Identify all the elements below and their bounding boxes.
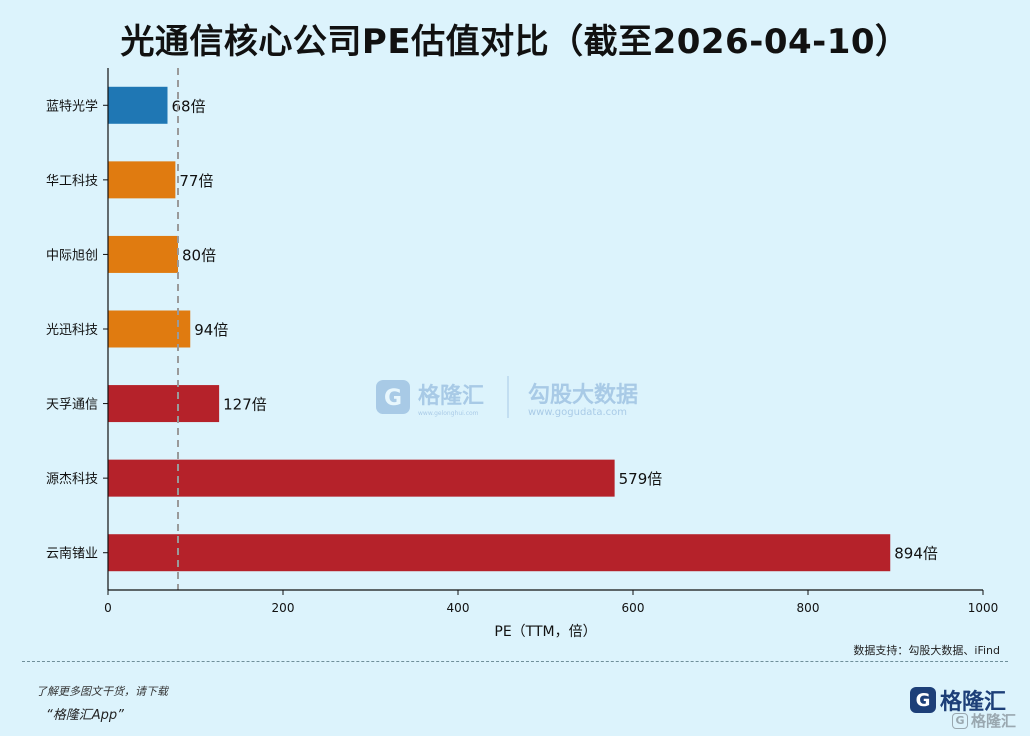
watermark-logo-letter: G <box>384 386 402 411</box>
data-source-note: 数据支持：勾股大数据、iFind <box>853 644 1000 657</box>
bar-6 <box>108 459 615 497</box>
x-tick-label: 1000 <box>968 601 999 615</box>
y-tick-label: 天孚通信 <box>46 398 98 413</box>
watermark-logo-icon <box>376 380 410 414</box>
y-tick-label: 云南锗业 <box>46 546 98 562</box>
data-label: 68倍 <box>172 97 206 115</box>
y-tick-label: 光迅科技 <box>46 323 98 338</box>
brand-logo: G 格隆汇 <box>910 684 1006 716</box>
watermark-brand2: 勾股大数据 <box>528 382 638 408</box>
promo-text: 了解更多图文干货，请下载 <box>36 685 168 698</box>
corner-watermark: G 格隆汇 <box>952 710 1016 731</box>
promo-app-name: “格隆汇App” <box>46 708 124 723</box>
data-label: 127倍 <box>223 396 267 414</box>
x-tick-label: 400 <box>447 601 470 615</box>
bar-1 <box>108 86 168 124</box>
x-tick-label: 0 <box>104 601 112 615</box>
watermark-url2: www.gogudata.com <box>528 407 627 418</box>
y-tick-label: 华工科技 <box>46 174 98 189</box>
brand-g-icon: G <box>910 687 936 713</box>
watermark-url1: www.gelonghui.com <box>418 410 479 417</box>
y-tick-label: 源杰科技 <box>46 472 98 487</box>
watermark-brand1: 格隆汇 <box>418 383 484 409</box>
y-tick-label: 中际旭创 <box>46 248 98 263</box>
bar-3 <box>108 235 178 273</box>
corner-watermark-name: 格隆汇 <box>971 712 1017 730</box>
x-axis-label: PE（TTM，倍） <box>494 624 596 640</box>
data-label: 77倍 <box>179 172 213 190</box>
bar-4 <box>108 310 191 348</box>
y-tick-label: 蓝特光学 <box>46 98 98 114</box>
bar-chart: G 格隆汇 www.gelonghui.com 勾股大数据 www.goguda… <box>46 68 998 640</box>
x-tick-label: 800 <box>797 601 820 615</box>
x-tick-label: 600 <box>622 601 645 615</box>
data-label: 894倍 <box>894 545 938 563</box>
data-label: 94倍 <box>194 321 228 339</box>
x-tick-label: 200 <box>272 601 295 615</box>
bar-5 <box>108 385 220 423</box>
corner-watermark-icon: G <box>952 712 968 729</box>
bar-7 <box>108 534 891 572</box>
data-label: 579倍 <box>619 470 663 488</box>
bar-2 <box>108 161 176 199</box>
data-label: 80倍 <box>182 246 216 264</box>
footer-divider <box>22 661 1008 662</box>
chart-title: 光通信核心公司PE估值对比（截至2026-04-10） <box>120 22 910 62</box>
watermark: G 格隆汇 www.gelonghui.com 勾股大数据 www.goguda… <box>376 376 638 418</box>
brand-name: 格隆汇 <box>940 690 1007 715</box>
